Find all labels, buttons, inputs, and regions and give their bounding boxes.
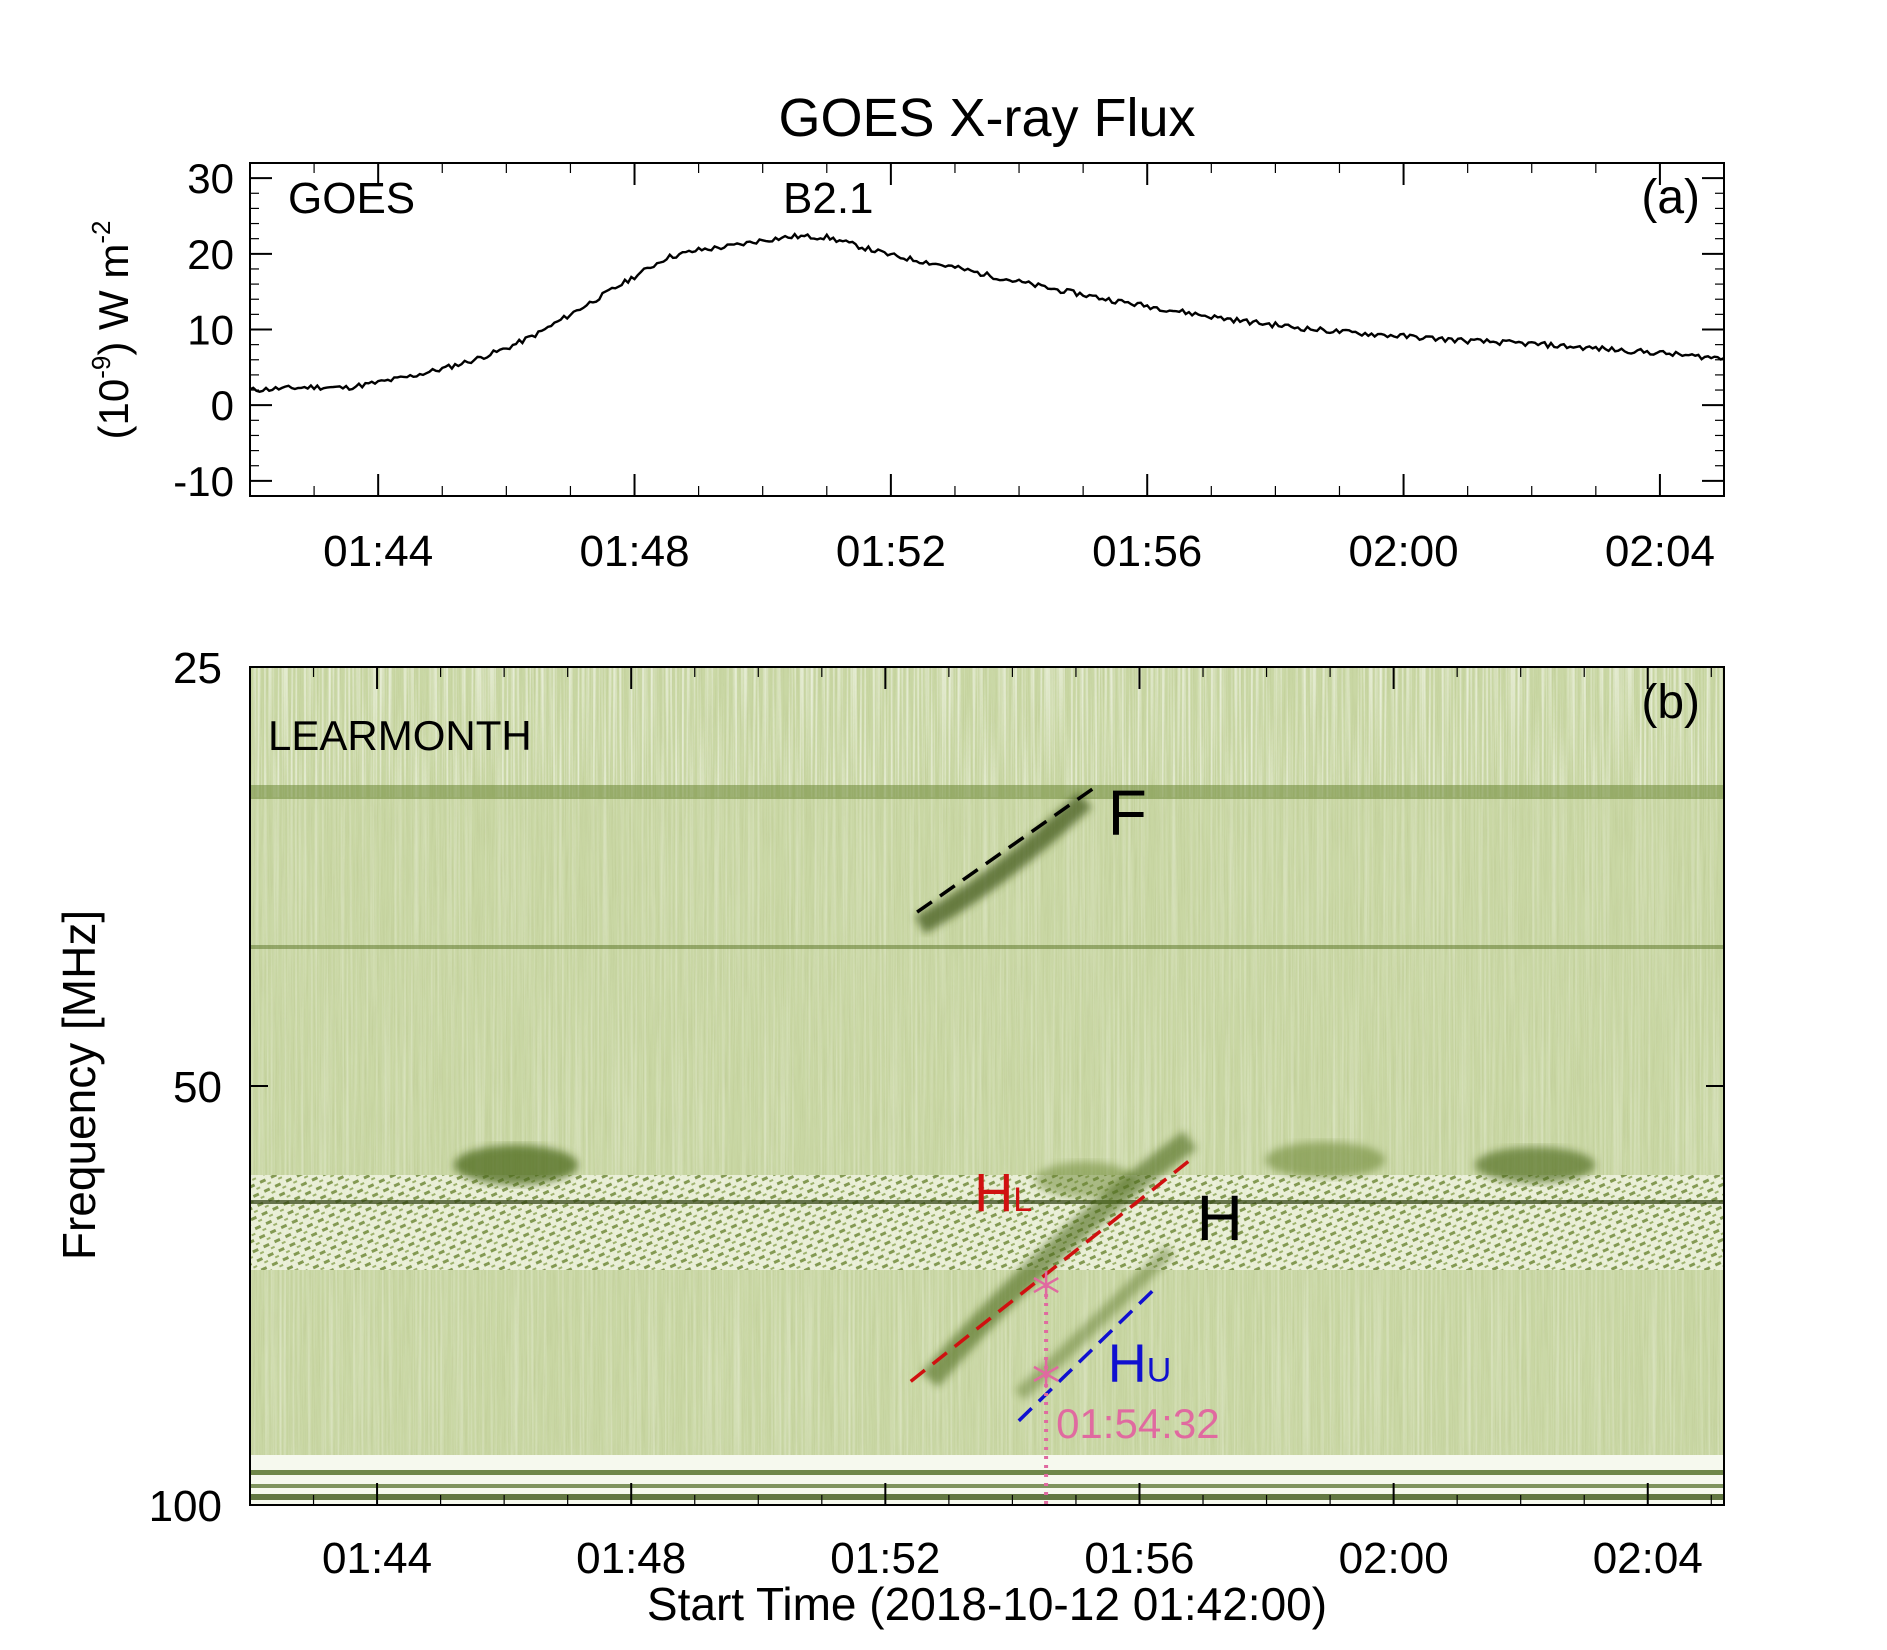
goes-x-tick-label: 01:44 — [323, 527, 433, 576]
burst-label-hu: HU — [1108, 1333, 1172, 1393]
freq-tick-label: 50 — [173, 1063, 222, 1112]
marker-star — [1033, 1359, 1059, 1388]
time-tick-label: 01:48 — [576, 1534, 686, 1583]
goes-instrument-label: GOES — [288, 174, 415, 223]
goes-ticks: 30 20 10 0 -10 01:44 01:48 01:52 01:56 02:00 02:04 — [173, 155, 1725, 576]
goes-x-tick-label: 01:56 — [1092, 527, 1202, 576]
goes-y-tick-label: 20 — [187, 231, 234, 278]
goes-flux-line — [250, 232, 1724, 393]
spectrogram-ticks: 25 50 100 01:44 01:48 01:52 01:56 02:00 02:04 — [149, 644, 1724, 1583]
goes-y-axis-label: (10-9) W m-2 — [86, 221, 137, 440]
freq-tick-label: 100 — [149, 1482, 222, 1531]
goes-y-tick-label: 30 — [187, 155, 234, 202]
burst-fit-line-hu — [1017, 1283, 1160, 1423]
goes-plot-frame — [249, 162, 1725, 497]
goes-y-tick-label: -10 — [173, 458, 234, 505]
time-tick-label: 01:56 — [1084, 1534, 1194, 1583]
time-tick-label: 01:52 — [830, 1534, 940, 1583]
burst-fit-line-f — [916, 785, 1097, 914]
spectrogram-instrument-label: LEARMONTH — [268, 712, 532, 759]
marker-star — [1033, 1271, 1059, 1300]
freq-tick-label: 25 — [173, 644, 222, 693]
goes-y-tick-label: 10 — [187, 307, 234, 354]
spectrogram-plot-frame — [249, 666, 1725, 1506]
goes-y-tick-label: 0 — [211, 382, 234, 429]
goes-panel: GOES X-ray Flux 30 20 10 0 -10 01:44 01:48 01:5… — [86, 88, 1725, 576]
spectrogram-y-axis-label: Frequency [MHz] — [53, 910, 105, 1260]
burst-label-h: H — [1197, 1182, 1243, 1254]
goes-x-tick-label: 01:48 — [579, 527, 689, 576]
learmonth-panel: 25 50 100 01:44 01:48 01:52 01:56 02:00 02:04 F H… — [53, 644, 1725, 1630]
goes-x-tick-label: 01:52 — [836, 527, 946, 576]
time-tick-label: 02:00 — [1339, 1534, 1449, 1583]
goes-x-tick-label: 02:04 — [1605, 527, 1715, 576]
goes-panel-label: (a) — [1641, 171, 1700, 224]
burst-fit-line-hl — [909, 1158, 1192, 1383]
burst-annotations: F H HL HU 01:54:32 — [909, 777, 1243, 1505]
spectrogram-image — [250, 667, 1724, 1505]
burst-label-hl: HL — [974, 1163, 1032, 1223]
time-tick-label: 02:04 — [1593, 1534, 1703, 1583]
marker-time-label: 01:54:32 — [1056, 1400, 1220, 1447]
chart-title: GOES X-ray Flux — [778, 88, 1195, 148]
spectrogram-x-axis-label: Start Time (2018-10-12 01:42:00) — [647, 1578, 1327, 1630]
goes-x-tick-label: 02:00 — [1349, 527, 1459, 576]
burst-label-f: F — [1108, 777, 1147, 849]
time-tick-label: 01:44 — [322, 1534, 432, 1583]
goes-peak-label: B2.1 — [783, 174, 874, 223]
spectrogram-panel-label: (b) — [1641, 676, 1700, 729]
